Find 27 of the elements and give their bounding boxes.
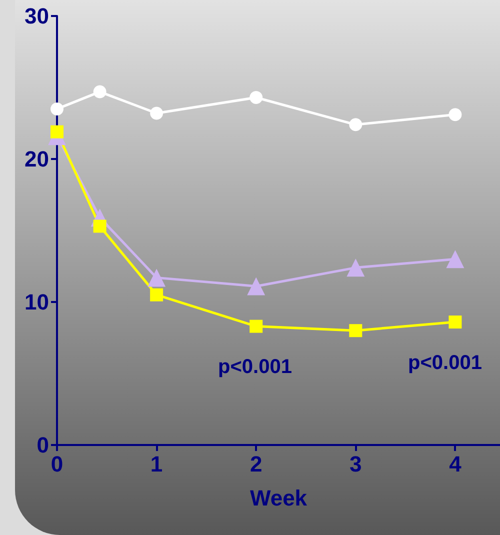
x-axis-title: Week bbox=[250, 486, 308, 510]
point bbox=[150, 288, 164, 302]
point bbox=[148, 268, 166, 287]
x-tick-label: 4 bbox=[449, 452, 462, 476]
point bbox=[247, 277, 266, 296]
annotation: p<0.001 bbox=[218, 356, 292, 378]
annotation: p<0.001 bbox=[408, 352, 482, 374]
point bbox=[93, 85, 106, 98]
point bbox=[446, 250, 464, 268]
point bbox=[50, 125, 64, 138]
x-tick-label: 2 bbox=[250, 452, 262, 476]
point bbox=[250, 320, 263, 333]
point bbox=[448, 108, 462, 122]
point bbox=[349, 324, 362, 338]
y-tick-label: 20 bbox=[24, 146, 49, 172]
point bbox=[250, 91, 263, 104]
point bbox=[346, 258, 365, 277]
y-tick-label: 0 bbox=[36, 432, 49, 458]
point bbox=[448, 316, 462, 329]
point bbox=[150, 106, 164, 120]
y-tick-label: 10 bbox=[24, 290, 49, 314]
point bbox=[50, 102, 64, 116]
y-tick-label: 30 bbox=[24, 4, 49, 28]
x-tick-label: 3 bbox=[350, 452, 362, 476]
point bbox=[93, 220, 106, 233]
point bbox=[349, 118, 362, 132]
x-tick-label: 1 bbox=[150, 452, 163, 476]
